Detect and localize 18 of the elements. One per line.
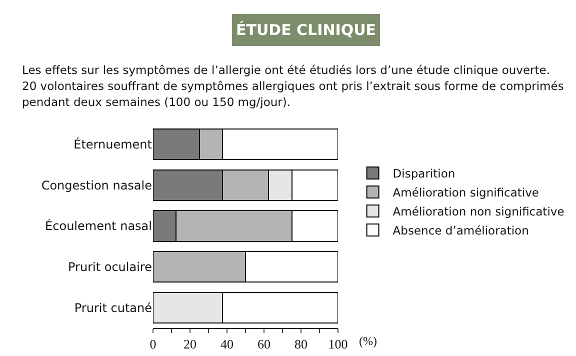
legend-label: Disparition: [392, 166, 456, 181]
x-tick-label: 40: [220, 336, 234, 352]
legend-label: Amélioration significative: [392, 186, 540, 200]
y-tick-label: Prurit cutané: [74, 300, 152, 315]
x-axis-title: (%): [359, 334, 377, 348]
y-tick-label: Prurit oculaire: [68, 260, 152, 274]
y-tick-label: Éternuement: [74, 136, 152, 152]
x-tick-label: 100: [328, 336, 348, 352]
legend-label: Absence d’amélioration: [392, 224, 529, 238]
y-tick-label: Écoulement nasal: [45, 218, 152, 234]
legend-label: Amélioration non significative: [392, 204, 564, 219]
y-tick-label: Congestion nasale: [41, 178, 152, 192]
x-tick-label: 80: [294, 336, 308, 352]
x-tick-label: 0: [150, 336, 156, 352]
chart-subtitle: Les effets sur les symptômes de l’allergie ont été étudiés lors d’une étude clinique ouverte. 20 volontaires souffrant de symptômes allergiques ont pris l’extrait sous forme de comprimés pendant deux semaines (100 ou 150 mg/jour).: [22, 62, 565, 110]
x-tick-label: 20: [184, 336, 196, 352]
chart-title: ÉTUDE CLINIQUE: [232, 14, 380, 46]
x-tick-label: 60: [258, 336, 270, 352]
